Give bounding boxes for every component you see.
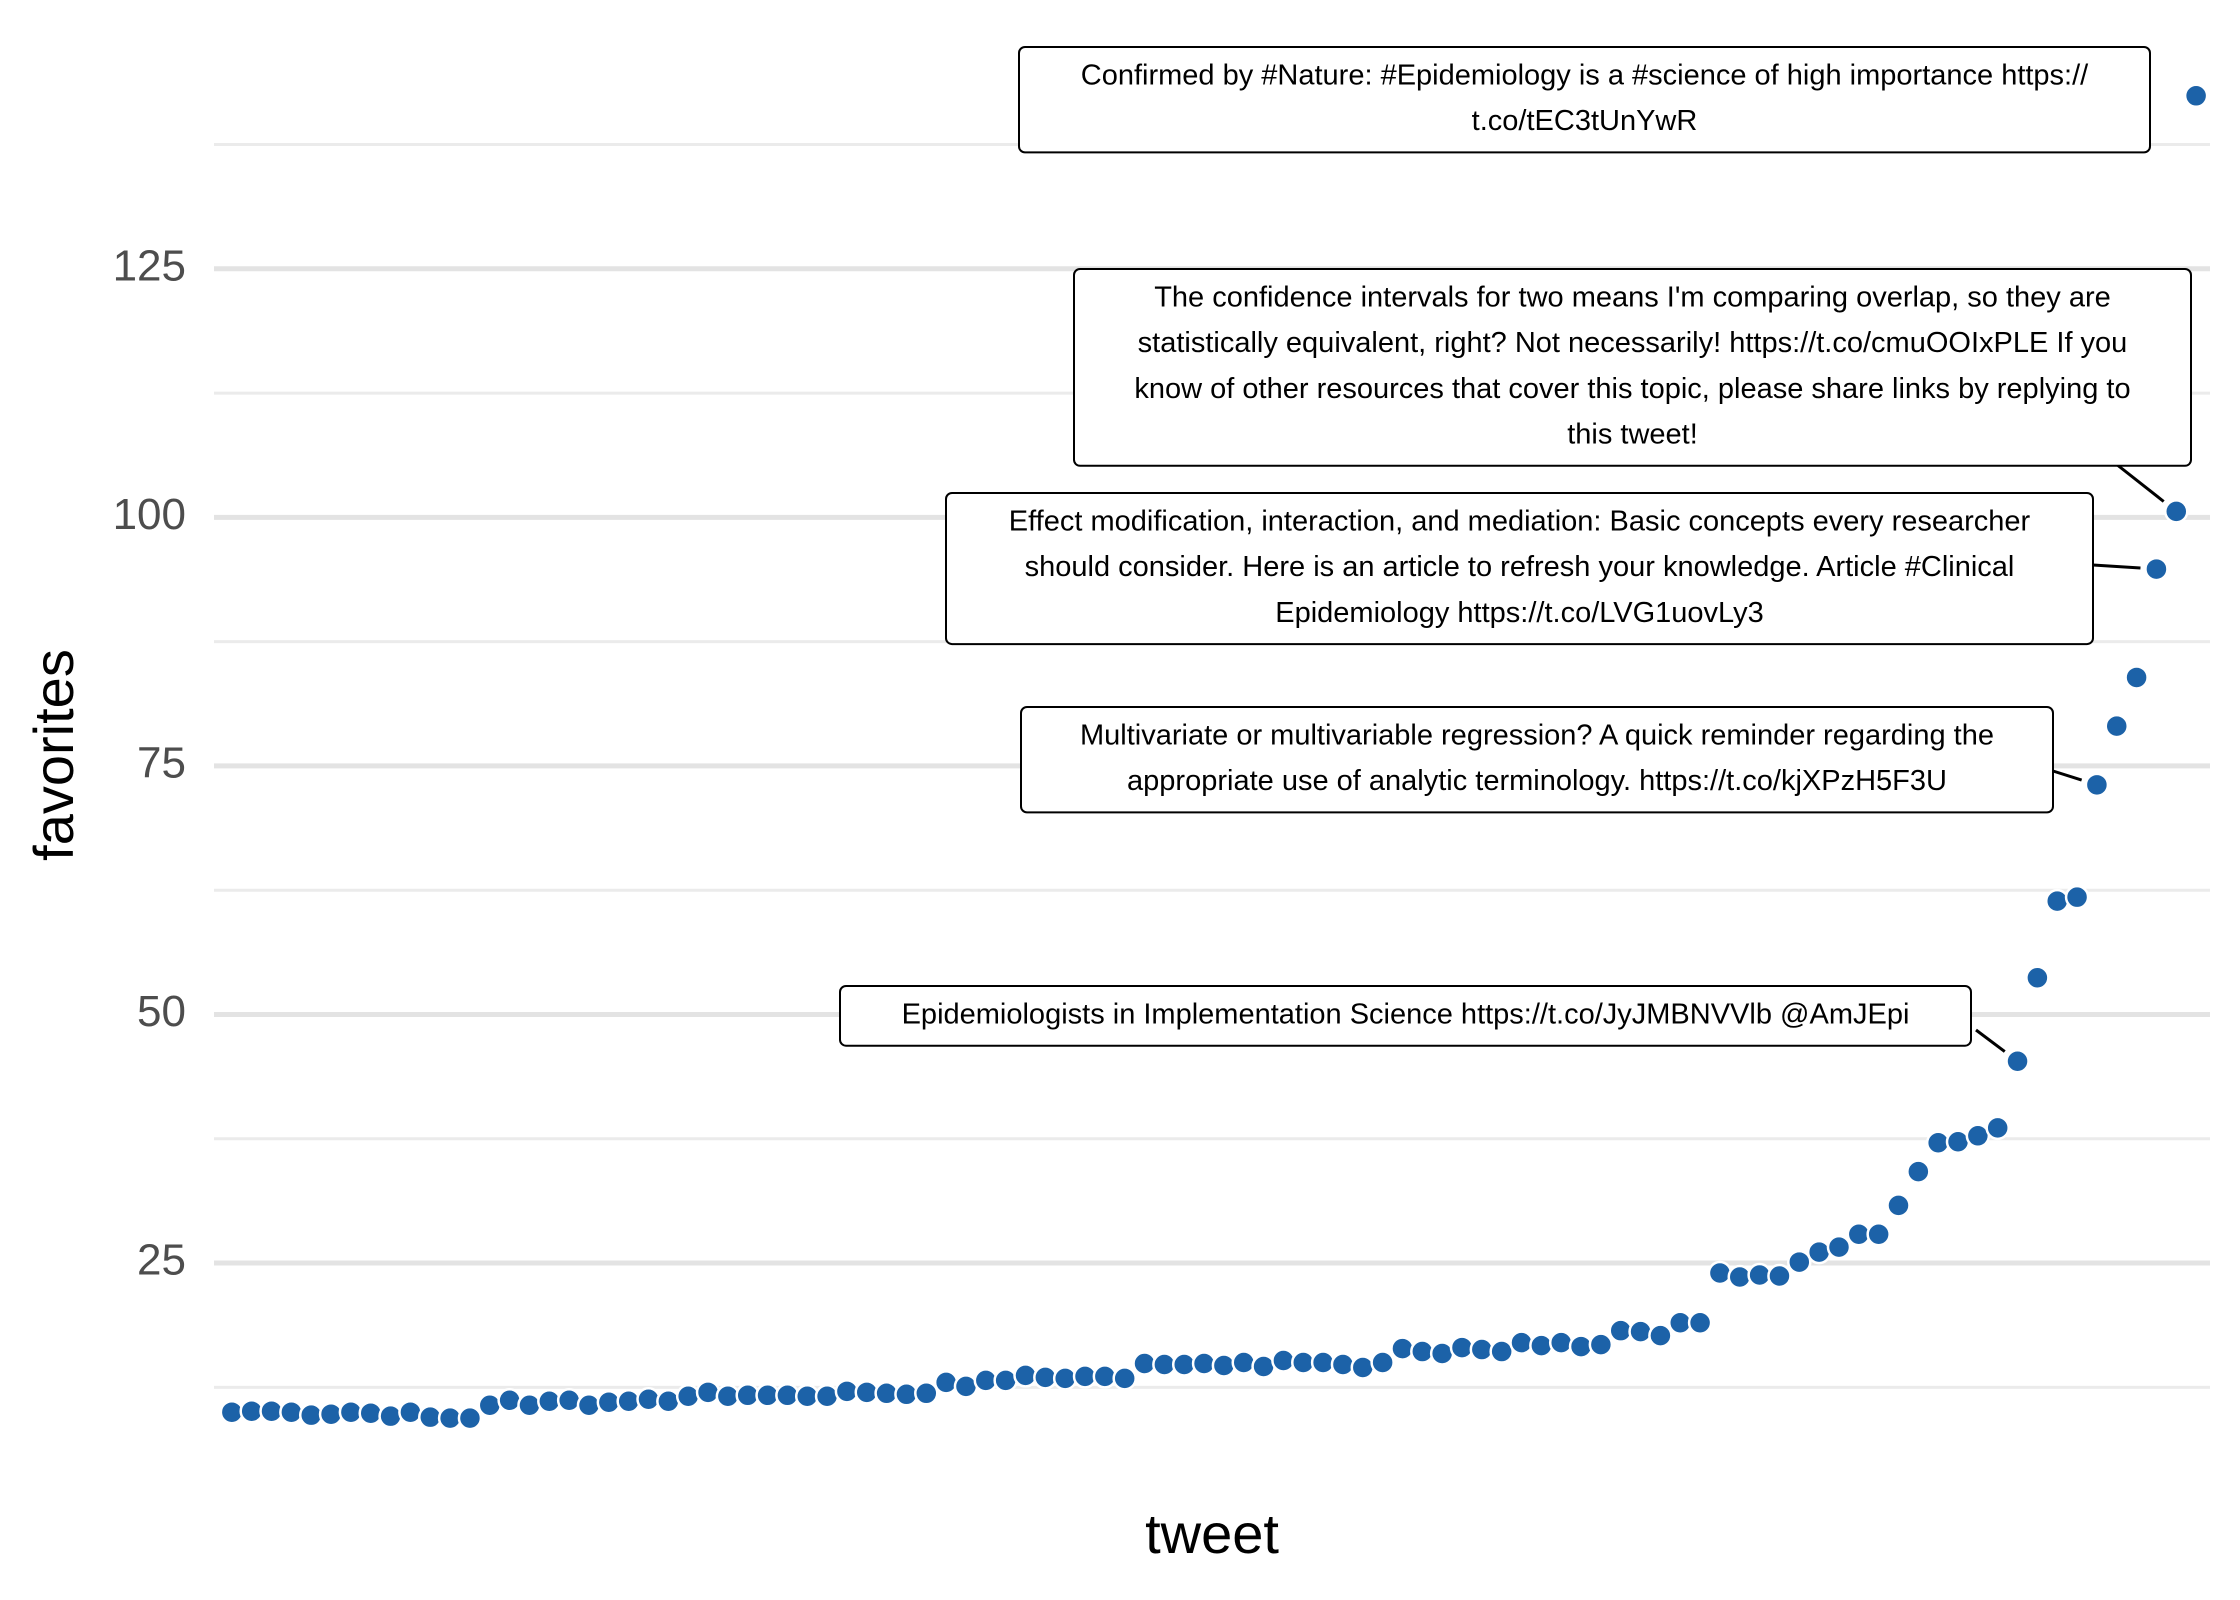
- point: [2044, 888, 2070, 914]
- point: [636, 1387, 661, 1412]
- point: [1310, 1350, 1336, 1375]
- point: [1727, 1264, 1753, 1290]
- point: [695, 1380, 721, 1405]
- point: [1707, 1260, 1733, 1286]
- annotation-text: Confirmed by #Nature: #Epidemiology is a…: [1081, 60, 2089, 92]
- annotation-connector: [2092, 563, 2141, 570]
- y-tick-label: 100: [113, 490, 186, 539]
- point: [1509, 1330, 1534, 1355]
- point: [1469, 1337, 1495, 1362]
- point: [1211, 1353, 1237, 1378]
- annotation-box: [1020, 706, 2054, 814]
- annotation-text: know of other resources that cover this …: [1134, 373, 2130, 405]
- point: [1529, 1333, 1554, 1358]
- annotation-text: appropriate use of analytic terminology.…: [1127, 765, 1947, 797]
- point: [517, 1392, 542, 1418]
- point: [1390, 1336, 1415, 1361]
- point: [814, 1384, 840, 1409]
- point: [2144, 556, 2169, 582]
- point: [1628, 1319, 1653, 1344]
- point: [1826, 1234, 1852, 1260]
- annotation-connector: [2052, 769, 2083, 782]
- point: [1112, 1366, 1137, 1391]
- point: [2064, 884, 2090, 910]
- point: [318, 1401, 344, 1427]
- annotation-box: [1073, 268, 2192, 467]
- point: [358, 1400, 383, 1426]
- annotation-text: Epidemiologists in Implementation Scienc…: [902, 999, 1910, 1031]
- point: [1330, 1352, 1356, 1377]
- point: [556, 1388, 582, 1413]
- y-tick-label: 25: [137, 1236, 186, 1285]
- annotation-box: [1018, 46, 2151, 154]
- point: [1767, 1263, 1792, 1289]
- point: [1370, 1350, 1395, 1375]
- point: [1350, 1355, 1376, 1380]
- point: [1906, 1159, 1931, 1184]
- point: [2025, 965, 2050, 990]
- point: [1092, 1364, 1118, 1389]
- annotation-connector: [2110, 458, 2165, 503]
- point: [1251, 1354, 1276, 1379]
- point: [497, 1388, 522, 1413]
- point: [1191, 1351, 1217, 1376]
- annotation-text: t.co/tEC3tUnYwR: [1472, 105, 1698, 137]
- point: [477, 1392, 503, 1418]
- point: [675, 1384, 701, 1409]
- point: [2104, 713, 2129, 739]
- point: [616, 1389, 641, 1414]
- point: [953, 1374, 979, 1399]
- point: [1806, 1239, 1832, 1265]
- point: [1052, 1366, 1078, 1391]
- annotation-text: this tweet!: [1567, 419, 1698, 451]
- point: [1985, 1115, 2010, 1141]
- point: [1588, 1332, 1614, 1357]
- annotation-connector: [1975, 1028, 2006, 1053]
- annotation-text: The confidence intervals for two means I…: [1154, 282, 2111, 314]
- point: [2124, 665, 2149, 690]
- y-tick-label: 125: [113, 241, 186, 290]
- annotation-text: statistically equivalent, right? Not nec…: [1138, 327, 2128, 359]
- point: [1271, 1348, 1296, 1373]
- point: [1449, 1335, 1475, 1360]
- point: [279, 1399, 304, 1425]
- point: [457, 1405, 483, 1431]
- point: [1489, 1339, 1514, 1364]
- point: [2183, 83, 2209, 109]
- annotation-text: Multivariate or multivariable regression…: [1080, 720, 1994, 752]
- point: [993, 1368, 1018, 1393]
- point: [914, 1381, 939, 1406]
- point: [1429, 1341, 1455, 1366]
- point: [2005, 1048, 2030, 1074]
- point: [1886, 1193, 1911, 1218]
- point: [1648, 1323, 1673, 1348]
- point: [1568, 1334, 1594, 1359]
- point: [933, 1370, 959, 1395]
- annotation-box: [945, 492, 2094, 646]
- point: [2084, 772, 2110, 798]
- point: [378, 1403, 403, 1429]
- point: [1410, 1339, 1435, 1364]
- point: [576, 1392, 602, 1418]
- point: [2164, 499, 2189, 524]
- annotation-text: Effect modification, interaction, and me…: [1009, 506, 2031, 538]
- point: [1866, 1221, 1891, 1247]
- point: [1548, 1330, 1574, 1355]
- point: [1013, 1363, 1038, 1388]
- point: [398, 1399, 423, 1425]
- point: [656, 1389, 681, 1414]
- point: [1231, 1350, 1256, 1375]
- annotation-text: Epidemiology https://t.co/LVG1uovLy3: [1275, 597, 1763, 629]
- point: [1945, 1129, 1971, 1155]
- x-axis-title: tweet: [1145, 1502, 1279, 1565]
- y-tick-label: 50: [137, 987, 186, 1036]
- y-axis-title: favorites: [22, 649, 85, 861]
- annotation-box: [839, 985, 1972, 1047]
- annotation-text: should consider. Here is an article to r…: [1025, 551, 2015, 583]
- point: [1787, 1249, 1812, 1275]
- y-tick-label: 75: [137, 739, 186, 788]
- point: [1687, 1310, 1713, 1335]
